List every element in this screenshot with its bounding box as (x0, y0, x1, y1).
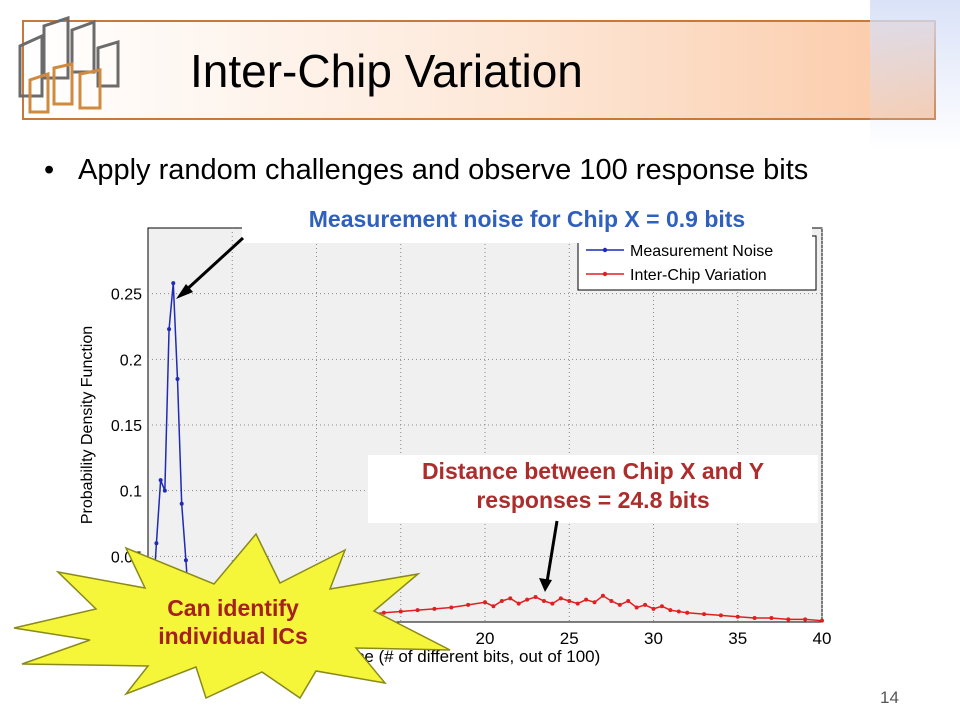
data-point-2 (600, 593, 605, 598)
city-logo-icon (18, 15, 120, 114)
data-point-2 (786, 617, 791, 622)
starburst-label: Can identify individual ICs (138, 594, 328, 650)
data-point-2 (398, 609, 403, 614)
data-point-2 (541, 598, 546, 603)
data-point-2 (491, 604, 496, 609)
data-point-2 (634, 605, 639, 610)
data-point-2 (820, 618, 824, 623)
data-point-2 (575, 601, 580, 606)
distance-callout: Distance between Chip X and Y responses … (368, 455, 818, 523)
data-point-2 (668, 608, 673, 613)
data-point-2 (466, 602, 471, 607)
data-point-2 (626, 598, 631, 603)
data-point-2 (718, 613, 723, 618)
data-point-1 (158, 478, 163, 483)
starburst-line2: individual ICs (158, 623, 308, 649)
data-point-2 (702, 612, 707, 617)
data-point-2 (415, 608, 420, 613)
y-tick-label: 0.15 (111, 418, 142, 435)
data-point-2 (735, 614, 740, 619)
data-point-2 (508, 596, 513, 601)
data-point-2 (752, 616, 757, 621)
noise-callout: Measurement noise for Chip X = 0.9 bits (242, 205, 812, 243)
data-point-2 (533, 595, 538, 600)
data-point-2 (769, 616, 774, 621)
x-tick-label: 35 (728, 629, 747, 648)
data-point-2 (676, 609, 681, 614)
data-point-2 (643, 602, 648, 607)
data-point-2 (584, 597, 589, 602)
data-point-1 (162, 488, 167, 493)
y-tick-label: 0.25 (111, 287, 142, 304)
legend-box (577, 235, 817, 291)
data-point-2 (659, 604, 664, 609)
data-point-2 (381, 610, 386, 615)
legend-marker-1 (602, 247, 608, 253)
x-tick-label: 25 (560, 629, 579, 648)
noise-arrowhead (176, 284, 193, 299)
y-tick-label: 0.2 (120, 352, 142, 369)
data-point-2 (525, 597, 530, 602)
slide-title: Inter-Chip Variation (190, 45, 583, 97)
data-point-2 (432, 606, 437, 611)
data-point-1 (179, 501, 184, 506)
data-point-1 (175, 377, 180, 382)
bullet-item: • Apply random challenges and observe 10… (44, 154, 808, 187)
data-point-2 (499, 598, 504, 603)
corner-gradient (870, 0, 960, 150)
bullet-text: Apply random challenges and observe 100 … (78, 154, 809, 186)
data-point-2 (651, 606, 656, 611)
data-point-1 (183, 558, 188, 563)
distance-arrowhead (539, 578, 552, 592)
data-point-1 (171, 281, 176, 286)
distance-callout-line1: Distance between Chip X and Y (421, 458, 765, 484)
starburst-shape (13, 532, 451, 700)
distance-arrow (545, 520, 559, 583)
data-point-2 (617, 602, 622, 607)
y-tick-label: 0.1 (120, 484, 142, 501)
data-point-2 (592, 600, 597, 605)
x-tick-label: 20 (476, 629, 495, 648)
data-point-2 (516, 601, 521, 606)
noise-arrow (182, 236, 245, 294)
legend-marker-2 (602, 271, 608, 277)
data-point-2 (449, 605, 454, 610)
data-point-2 (609, 598, 614, 603)
data-point-2 (550, 601, 555, 606)
data-point-2 (803, 617, 808, 622)
data-point-2 (558, 596, 563, 601)
x-tick-label: 40 (813, 629, 832, 648)
legend-label-2: Inter-Chip Variation (630, 267, 767, 284)
bullet-dot-icon: • (44, 154, 55, 186)
legend-label-1: Measurement Noise (630, 243, 773, 260)
distance-callout-line2: responses = 24.8 bits (476, 487, 710, 513)
data-point-2 (685, 610, 690, 615)
y-axis-label: Probability Density Function (79, 326, 96, 524)
data-point-2 (483, 600, 487, 605)
data-point-2 (567, 598, 572, 603)
x-tick-label: 30 (644, 629, 663, 648)
title-banner (22, 20, 936, 120)
starburst-line1: Can identify (167, 595, 299, 621)
data-point-1 (154, 541, 159, 546)
data-point-1 (167, 327, 172, 332)
page-number: 14 (880, 688, 899, 707)
